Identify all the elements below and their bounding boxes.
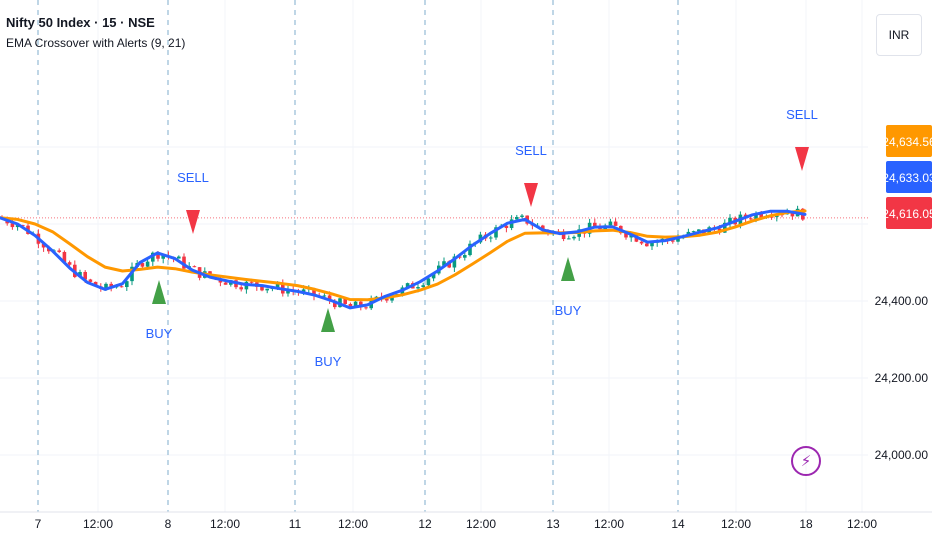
candle (639, 241, 644, 246)
buy-signal: BUY (555, 257, 582, 318)
price-tag: 24,616.05 (882, 197, 932, 229)
candle (561, 229, 566, 242)
buy-arrow-icon (152, 280, 166, 304)
price-tag-label: 24,616.05 (882, 207, 932, 221)
signal-markers: BUY SELL BUY SELL BUY SELL (146, 107, 818, 369)
sell-arrow-icon (795, 147, 809, 171)
time-tick-label: 14 (671, 517, 685, 531)
buy-signal: BUY (146, 280, 173, 341)
time-tick-label: 12:00 (721, 517, 751, 531)
lightning-bolt-icon[interactable]: ⚡ (791, 446, 821, 476)
candle (728, 214, 732, 228)
buy-label: BUY (555, 303, 582, 318)
candle (567, 235, 571, 240)
candle (613, 218, 618, 226)
time-tick-label: 12:00 (466, 517, 496, 531)
buy-label: BUY (146, 326, 173, 341)
time-tick-label: 13 (546, 517, 560, 531)
buy-arrow-icon (561, 257, 575, 281)
candle (572, 235, 576, 241)
buy-signal: BUY (315, 308, 342, 369)
ema-lines (0, 209, 807, 310)
price-tag-label: 24,634.56 (882, 135, 932, 149)
buy-arrow-icon (321, 308, 335, 332)
buy-label: BUY (315, 354, 342, 369)
sell-signal: SELL (177, 170, 209, 234)
candle (520, 213, 524, 219)
candle (57, 248, 61, 254)
sell-label: SELL (177, 170, 209, 185)
chart-legend: Nifty 50 Index · 15 · NSE EMA Crossover … (6, 14, 185, 52)
price-axis-bg (870, 0, 932, 550)
candle (452, 253, 457, 272)
candle (515, 214, 519, 220)
price-tick-label: 24,000.00 (875, 448, 929, 462)
time-tick-label: 12:00 (338, 517, 368, 531)
sell-signal: SELL (515, 143, 547, 207)
sell-signal: SELL (786, 107, 818, 171)
price-tag-label: 24,633.03 (882, 171, 932, 185)
sell-label: SELL (786, 107, 818, 122)
candle (67, 260, 72, 267)
candle (182, 253, 186, 272)
candle (421, 282, 425, 289)
sell-arrow-icon (186, 210, 200, 234)
time-tick-label: 8 (165, 517, 172, 531)
candle (177, 255, 181, 259)
price-tick-label: 24,400.00 (875, 294, 929, 308)
sell-label: SELL (515, 143, 547, 158)
ema-line-ema-9 (0, 209, 807, 310)
candle (223, 281, 228, 285)
grid-lines (0, 0, 868, 512)
candle (192, 265, 197, 268)
candle (265, 288, 269, 294)
currency-label: INR (888, 28, 910, 42)
indicator-title[interactable]: EMA Crossover with Alerts (9, 21) (6, 36, 186, 50)
time-axis[interactable]: 7 12:00 8 12:00 11 12:00 12 12:00 13 12:00 14 12:00… (0, 511, 932, 531)
time-tick-label: 12:00 (847, 517, 877, 531)
time-tick-label: 18 (799, 517, 813, 531)
sell-arrow-icon (524, 183, 538, 207)
price-tag: 24,633.03 (882, 161, 932, 193)
currency-button[interactable]: INR (876, 14, 922, 56)
time-tick-label: 12:00 (594, 517, 624, 531)
time-tick-label: 7 (35, 517, 42, 531)
price-tag: 24,634.56 (882, 125, 932, 157)
time-tick-label: 12 (418, 517, 432, 531)
candle (593, 218, 597, 227)
candle (608, 218, 613, 227)
candle (244, 280, 249, 294)
symbol-title[interactable]: Nifty 50 Index · 15 · NSE (6, 15, 155, 30)
time-tick-label: 12:00 (210, 517, 240, 531)
candle (494, 224, 498, 240)
candle (161, 255, 165, 264)
candle (489, 235, 493, 243)
time-tick-label: 12:00 (83, 517, 113, 531)
candle (260, 286, 264, 292)
time-tick-label: 11 (289, 517, 302, 531)
price-axis[interactable]: 24,400.00 24,200.00 24,000.00 24,634.56 24,6… (870, 0, 932, 550)
price-tick-label: 24,200.00 (875, 371, 929, 385)
